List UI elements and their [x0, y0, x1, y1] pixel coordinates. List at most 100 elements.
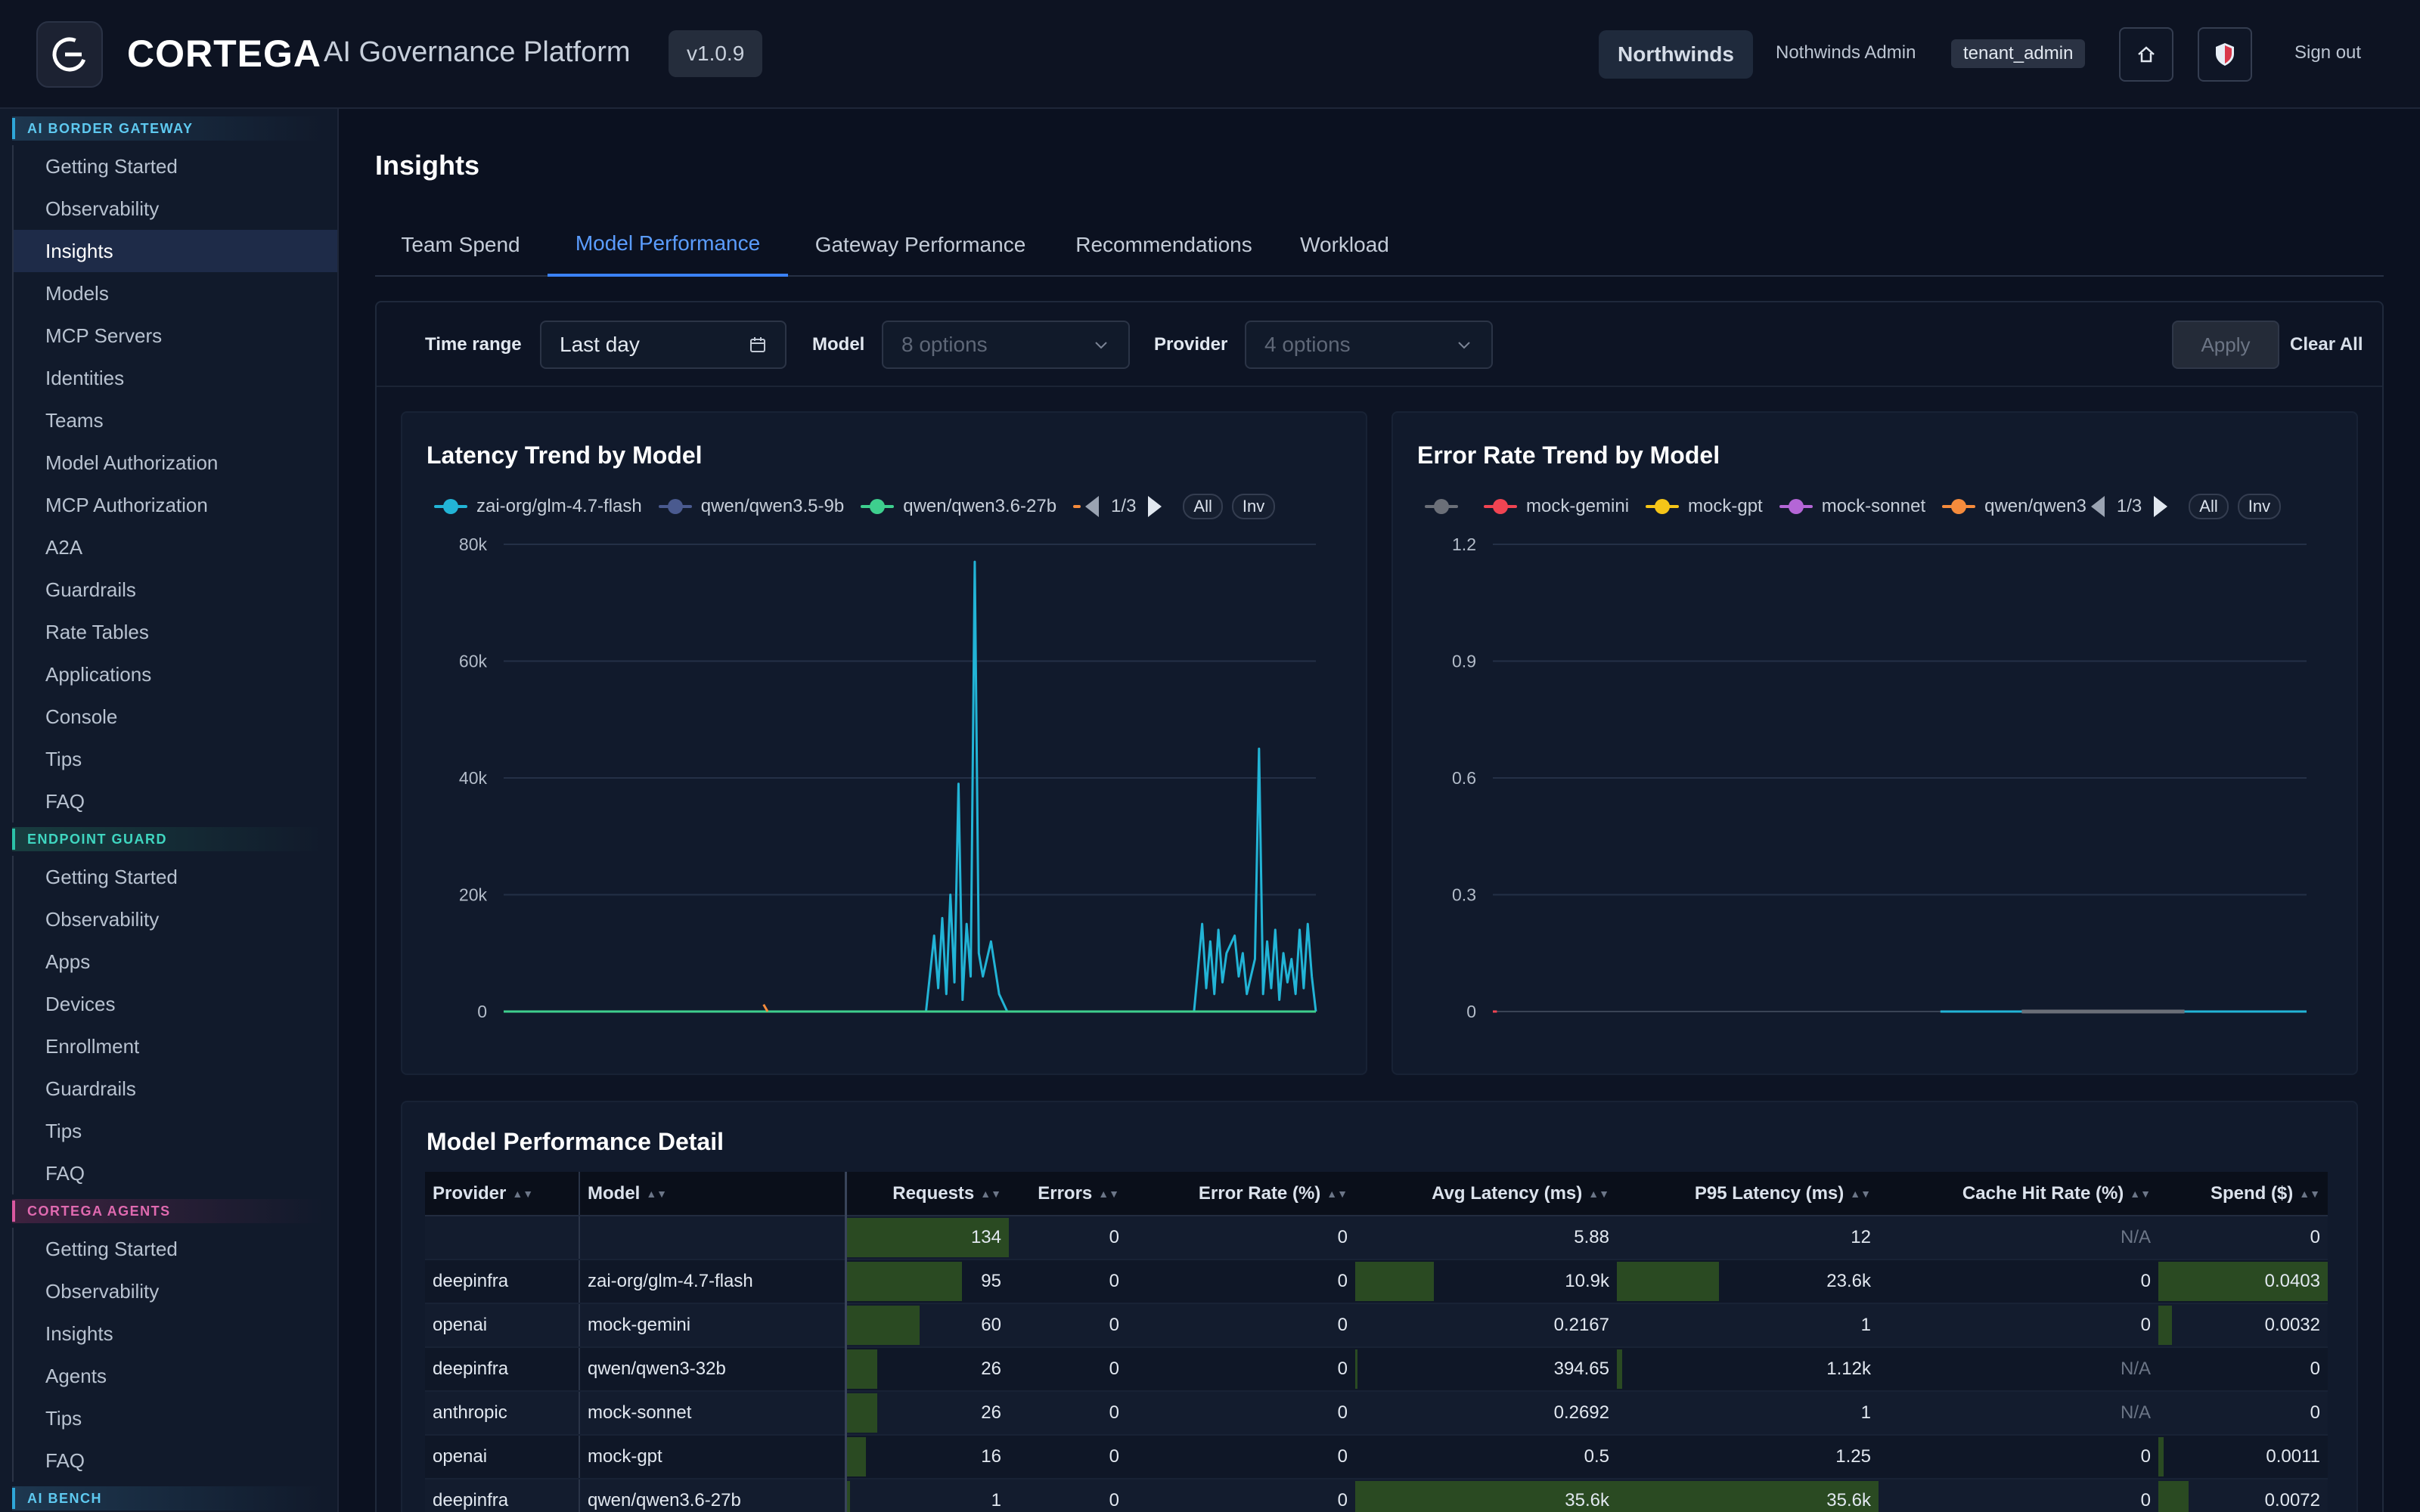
sort-icon[interactable]: ▲▼: [2299, 1188, 2320, 1201]
cell-p95: 12: [1617, 1216, 1879, 1260]
sidebar-item-identities[interactable]: Identities: [12, 357, 337, 399]
sidebar-item-rate-tables[interactable]: Rate Tables: [12, 611, 337, 653]
table-title: Model Performance Detail: [427, 1128, 724, 1155]
sidebar-item-observability[interactable]: Observability: [12, 898, 337, 940]
column-header-model[interactable]: Model ▲▼: [579, 1172, 847, 1216]
insights-panel: Time range Last day Model 8 options Prov…: [375, 301, 2384, 1512]
tenant-switcher-button[interactable]: Northwinds: [1599, 30, 1753, 79]
legend-inv-button[interactable]: Inv: [2237, 494, 2282, 519]
apply-button[interactable]: Apply: [2172, 321, 2279, 369]
sidebar-item-devices[interactable]: Devices: [12, 983, 337, 1025]
tab-model-performance[interactable]: Model Performance: [548, 213, 788, 277]
prev-page-icon[interactable]: [1085, 496, 1100, 517]
provider-filter-select[interactable]: 4 options: [1245, 321, 1493, 369]
sort-icon[interactable]: ▲▼: [1326, 1188, 1348, 1201]
column-header-provider[interactable]: Provider ▲▼: [425, 1172, 580, 1216]
legend-item[interactable]: qwen/qwen3.5-9b: [658, 496, 845, 517]
table-row[interactable]: anthropic mock-sonnet 26 0 0 0.2692 1 N/A 0: [425, 1391, 2328, 1436]
home-button[interactable]: [2119, 27, 2173, 82]
sidebar-item-guardrails[interactable]: Guardrails: [12, 569, 337, 611]
sidebar-item-tips[interactable]: Tips: [12, 1397, 337, 1439]
series-line[interactable]: [504, 560, 1317, 1013]
legend-inv-button[interactable]: Inv: [1231, 494, 1276, 519]
legend-all-button[interactable]: All: [1183, 494, 1223, 519]
sidebar-item-a2a[interactable]: A2A: [12, 526, 337, 569]
table-row[interactable]: deepinfra zai-org/glm-4.7-flash 95 0 0 10.9k 2…: [425, 1259, 2328, 1304]
version-badge: v1.0.9: [669, 30, 763, 77]
sidebar-item-models[interactable]: Models: [12, 272, 337, 314]
sidebar-item-enrollment[interactable]: Enrollment: [12, 1025, 337, 1067]
sidebar-item-getting-started[interactable]: Getting Started: [12, 145, 337, 187]
sort-icon[interactable]: ▲▼: [1850, 1188, 1871, 1201]
cell-avg-latency: 0.2167: [1355, 1303, 1617, 1348]
legend-item[interactable]: zai-org/glm-4.7-flash: [434, 496, 642, 517]
table-row[interactable]: openai mock-gemini 60 0 0 0.2167 1 0 0.0032: [425, 1303, 2328, 1348]
sidebar: AI BORDER GATEWAY Getting Started Observab…: [0, 109, 339, 1512]
series-line[interactable]: [762, 1003, 769, 1012]
legend-all-button[interactable]: All: [2189, 494, 2229, 519]
sidebar-item-guardrails[interactable]: Guardrails: [12, 1067, 337, 1110]
legend-label: qwen/qwen3.5-9b: [700, 496, 845, 516]
clear-all-button[interactable]: Clear All: [2290, 334, 2363, 355]
cell-model: mock-gemini: [579, 1303, 847, 1348]
tab-gateway-performance[interactable]: Gateway Performance: [814, 233, 1026, 256]
column-header-p95-latency[interactable]: P95 Latency (ms) ▲▼: [1617, 1172, 1879, 1216]
sidebar-item-mcp-servers[interactable]: MCP Servers: [12, 314, 337, 357]
column-header-avg-latency[interactable]: Avg Latency (ms) ▲▼: [1355, 1172, 1617, 1216]
sidebar-item-observability[interactable]: Observability: [12, 1270, 337, 1312]
legend-item-truncated[interactable]: [1073, 505, 1081, 508]
column-header-errors[interactable]: Errors ▲▼: [1009, 1172, 1127, 1216]
sidebar-item-tips[interactable]: Tips: [12, 738, 337, 780]
sidebar-item-model-authorization[interactable]: Model Authorization: [12, 442, 337, 484]
tab-recommendations[interactable]: Recommendations: [1075, 233, 1252, 256]
column-header-requests[interactable]: Requests ▲▼: [845, 1172, 1009, 1216]
sidebar-item-insights[interactable]: Insights: [12, 1312, 337, 1355]
cell-model: [579, 1216, 847, 1260]
sidebar-item-faq[interactable]: FAQ: [12, 1439, 337, 1482]
legend-item[interactable]: qwen/qwen3.6-27b: [861, 496, 1056, 517]
sidebar-item-tips[interactable]: Tips: [12, 1110, 337, 1152]
sidebar-item-agents[interactable]: Agents: [12, 1355, 337, 1397]
sidebar-item-getting-started[interactable]: Getting Started: [12, 1228, 337, 1270]
sidebar-item-mcp-authorization[interactable]: MCP Authorization: [12, 484, 337, 526]
legend-item[interactable]: mock-gpt: [1646, 496, 1763, 517]
time-range-select[interactable]: Last day: [540, 321, 786, 369]
sidebar-item-console[interactable]: Console: [12, 696, 337, 738]
legend-item[interactable]: qwen/qwen3: [1942, 496, 2086, 517]
legend-item[interactable]: mock-gemini: [1484, 496, 1629, 517]
model-filter-select[interactable]: 8 options: [882, 321, 1130, 369]
sort-icon[interactable]: ▲▼: [512, 1188, 534, 1201]
column-header-cache-hit-rate[interactable]: Cache Hit Rate (%) ▲▼: [1879, 1172, 2158, 1216]
tab-workload[interactable]: Workload: [1300, 233, 1389, 256]
sidebar-item-apps[interactable]: Apps: [12, 940, 337, 983]
sidebar-item-insights[interactable]: Insights: [12, 230, 337, 272]
table-row[interactable]: deepinfra qwen/qwen3-32b 26 0 0 394.65 1.12k N/…: [425, 1347, 2328, 1392]
tab-team-spend[interactable]: Team Spend: [401, 233, 520, 256]
logo-icon[interactable]: [36, 21, 103, 88]
cell-bar: [1355, 1349, 1358, 1389]
column-header-error-rate[interactable]: Error Rate (%) ▲▼: [1127, 1172, 1355, 1216]
sidebar-item-getting-started[interactable]: Getting Started: [12, 856, 337, 898]
sort-icon[interactable]: ▲▼: [646, 1188, 668, 1201]
table-row[interactable]: openai mock-gpt 16 0 0 0.5 1.25 0 0.0011: [425, 1435, 2328, 1479]
shield-button[interactable]: [2198, 27, 2252, 82]
sidebar-item-faq[interactable]: FAQ: [12, 780, 337, 823]
sort-icon[interactable]: ▲▼: [2130, 1188, 2151, 1201]
sign-out-link[interactable]: Sign out: [2294, 42, 2362, 63]
next-page-icon[interactable]: [2154, 496, 2168, 517]
table-row[interactable]: deepinfra qwen/qwen3.6-27b 1 0 0 35.6k 35.6k 0 0…: [425, 1479, 2328, 1512]
table-row[interactable]: 134 0 0 5.88 12 N/A 0: [425, 1216, 2328, 1260]
sort-icon[interactable]: ▲▼: [1588, 1188, 1609, 1201]
prev-page-icon[interactable]: [2090, 496, 2105, 517]
sidebar-item-teams[interactable]: Teams: [12, 399, 337, 442]
column-header-spend[interactable]: Spend ($) ▲▼: [2158, 1172, 2328, 1216]
legend-item[interactable]: mock-sonnet: [1779, 496, 1925, 517]
sidebar-item-applications[interactable]: Applications: [12, 653, 337, 696]
sidebar-item-faq[interactable]: FAQ: [12, 1152, 337, 1194]
sidebar-item-observability[interactable]: Observability: [12, 187, 337, 230]
legend-item[interactable]: [1425, 498, 1467, 515]
cell-bar: [1617, 1481, 1879, 1512]
sort-icon[interactable]: ▲▼: [1098, 1188, 1119, 1201]
sort-icon[interactable]: ▲▼: [980, 1188, 1001, 1201]
next-page-icon[interactable]: [1148, 496, 1162, 517]
